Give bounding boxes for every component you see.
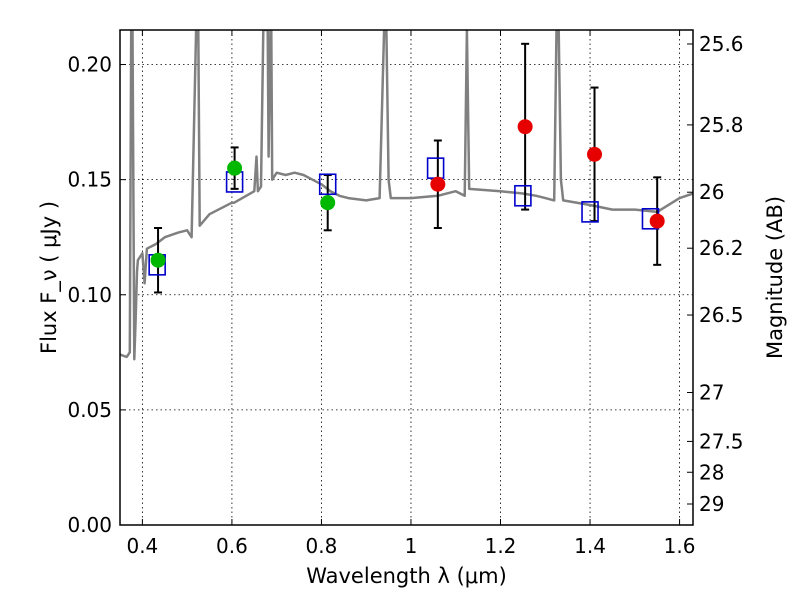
right-tick-label: 25.8 — [699, 113, 744, 137]
right-tick-label: 27.5 — [699, 429, 744, 453]
observed_red-point — [587, 146, 603, 162]
y-tick-label: 0.20 — [67, 53, 112, 77]
right-tick-label: 26 — [699, 180, 724, 204]
observed_green-point — [320, 195, 336, 211]
y-tick-label: 0.10 — [67, 283, 112, 307]
right-axis-label: Magnitude (AB) — [763, 196, 787, 359]
plot-frame — [119, 29, 694, 526]
right-tick-label: 29 — [699, 492, 724, 516]
model-photometry-square — [581, 201, 599, 223]
x-axis-label: Wavelength λ (μm) — [306, 564, 507, 588]
model-spectrum — [120, 30, 693, 361]
right-tick-label: 26.5 — [699, 303, 744, 327]
observed_green-point — [150, 252, 166, 268]
y-tick-label: 0.05 — [67, 398, 112, 422]
observed_green-point — [227, 160, 243, 176]
spectrum-line — [120, 30, 693, 361]
right-tick-label: 25.6 — [699, 32, 744, 56]
y-tick-label: 0.00 — [67, 513, 112, 537]
axis-ticks: 0.4 0.6 0.8 1 1.2 1.4 1.6 0.00 0.05 0.10 0.15 0.20 2… — [67, 30, 744, 558]
right-tick-label: 27 — [699, 381, 724, 405]
observed_red-point — [430, 176, 446, 192]
right-tick-label: 28 — [699, 460, 724, 484]
x-tick-label: 0.8 — [306, 534, 338, 558]
data-markers — [148, 119, 665, 276]
y-axis-label: Flux F_ν ( μJy ) — [37, 201, 62, 354]
x-tick-label: 0.6 — [216, 534, 248, 558]
x-tick-label: 0.4 — [126, 534, 158, 558]
model-photometry-square — [318, 173, 337, 196]
x-tick-label: 1.4 — [574, 534, 606, 558]
observed_red-point — [649, 213, 665, 229]
model-photometry-square — [514, 184, 532, 207]
model-photometry-square — [426, 157, 445, 179]
right-tick-label: 26.2 — [699, 236, 744, 260]
y-tick-label: 0.15 — [67, 168, 112, 192]
observed_red-point — [517, 119, 533, 135]
x-tick-label: 1 — [405, 534, 418, 558]
x-tick-label: 1.2 — [485, 534, 517, 558]
grid-lines — [120, 30, 693, 525]
x-tick-label: 1.6 — [664, 534, 696, 558]
